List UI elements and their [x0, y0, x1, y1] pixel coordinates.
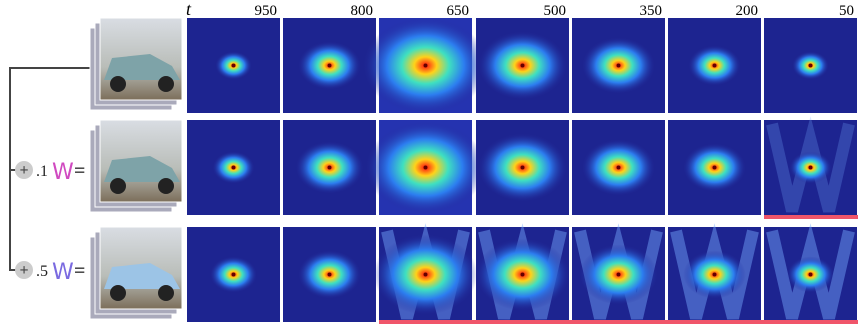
spectrum-cell — [187, 120, 280, 215]
equals: = — [74, 160, 85, 182]
spectrum-center — [616, 272, 621, 277]
spectrum-center — [712, 63, 717, 68]
spectrum-cell — [668, 120, 761, 215]
timestep-label: 50 — [839, 3, 854, 19]
spectrum-cell — [764, 223, 857, 322]
wheel — [110, 178, 126, 194]
spectrum-cell — [187, 18, 280, 113]
spectrum-cell — [572, 120, 665, 215]
spectrum-cell — [764, 116, 857, 215]
spectrum-center — [231, 272, 236, 277]
plus-badge — [15, 161, 33, 179]
wheel — [110, 76, 126, 92]
spectrum-cell — [187, 227, 280, 322]
timestep-label: 350 — [640, 3, 663, 19]
wheel — [158, 178, 174, 194]
spectrum-cell — [668, 223, 761, 322]
source-images — [89, 17, 183, 320]
highlight-line — [764, 215, 858, 219]
timestep-label: 650 — [447, 3, 470, 19]
spectrum-cell — [764, 18, 857, 113]
spectrum-cell — [476, 120, 569, 215]
spectrum-cell — [572, 18, 665, 113]
spectrum-cell — [283, 120, 376, 215]
wheel — [158, 76, 174, 92]
timestep-label: 200 — [736, 3, 759, 19]
spectrum-center — [712, 165, 717, 170]
highlight-line — [379, 320, 858, 324]
spectrum-cell — [373, 223, 478, 322]
spectrum-center — [808, 63, 813, 68]
spectrum-center — [327, 63, 332, 68]
w-pattern — [766, 223, 855, 320]
spectrum-cell — [572, 223, 665, 322]
spectrum-cell — [363, 17, 488, 114]
time-axis-label: t — [186, 0, 192, 19]
w-pattern — [670, 223, 759, 320]
car — [104, 54, 180, 80]
operator: + — [19, 162, 28, 179]
spectrum-cell — [283, 18, 376, 113]
timestep-label: 500 — [544, 3, 567, 19]
car — [104, 156, 180, 182]
wheel — [110, 285, 126, 301]
spectrum-center — [231, 165, 236, 170]
wheel — [158, 285, 174, 301]
spectra-grid — [187, 17, 857, 322]
spectrum-cell — [476, 18, 569, 113]
w-symbol: W — [52, 160, 74, 185]
spectrum-center — [327, 272, 332, 277]
spectrum-center — [520, 165, 525, 170]
spectrum-cell — [365, 120, 486, 215]
timestep-label: 800 — [351, 3, 374, 19]
spectrum-center — [423, 165, 428, 170]
spectrum-center — [808, 165, 813, 170]
equals: = — [74, 260, 85, 282]
coefficient: .5 — [36, 263, 48, 280]
car — [104, 263, 180, 289]
operator: + — [19, 262, 28, 279]
spectrum-center — [616, 63, 621, 68]
spectrum-center — [808, 272, 813, 277]
spectrum-cell — [283, 227, 376, 322]
spectrum-center — [231, 63, 236, 68]
plus-badge — [15, 261, 33, 279]
spectrum-center — [423, 63, 428, 68]
row-labels: + .1 W =+ .5 W = — [15, 160, 85, 285]
timestep-label: 950 — [255, 3, 278, 19]
spectrum-cell — [475, 223, 570, 322]
timestep-labels: 950 800 650 500 350 200 50 — [255, 3, 855, 19]
w-pattern — [766, 116, 855, 213]
spectrum-center — [712, 272, 717, 277]
spectrum-cell — [668, 18, 761, 113]
spectrum-center — [520, 272, 525, 277]
coefficient: .1 — [36, 163, 48, 180]
spectrum-center — [616, 165, 621, 170]
spectrum-center — [423, 272, 428, 277]
w-symbol: W — [52, 260, 74, 285]
spectrum-center — [327, 165, 332, 170]
spectrum-center — [520, 63, 525, 68]
